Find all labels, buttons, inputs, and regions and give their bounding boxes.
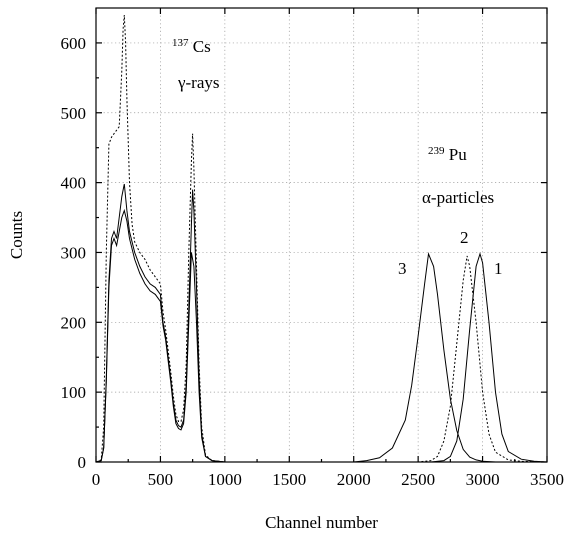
gamma-rays-label: γ-rays [177,73,220,92]
pu239-element: Pu [449,145,467,164]
x-tick-label: 1000 [208,470,242,489]
pu239-label: 239 Pu [428,139,467,164]
axis-ticks [95,8,548,463]
cs137-element: Cs [193,37,211,56]
series-line-1 [95,183,547,463]
grid-lines [96,8,547,462]
y-tick-label: 400 [61,174,87,193]
alpha-particles-label: α-particles [422,188,494,207]
y-tick-label: 500 [61,104,87,123]
cs137-label: 137 Cs [172,31,211,56]
y-tick-label: 300 [61,243,87,262]
y-axis-title: Counts [7,211,26,259]
pu239-mass-number: 239 [428,145,445,157]
plot-frame [95,7,548,463]
y-tick-label: 200 [61,313,87,332]
x-tick-label: 500 [148,470,174,489]
x-tick-label: 1500 [272,470,306,489]
x-tick-label: 3500 [530,470,564,489]
series-lines [95,14,548,463]
peak-label-1: 1 [494,259,503,278]
cs137-mass-number: 137 [172,37,189,49]
peak-label-2: 2 [460,228,469,247]
x-tick-label: 2000 [337,470,371,489]
x-axis-title: Channel number [265,513,378,532]
y-tick-label: 600 [61,34,87,53]
y-tick-label: 100 [61,383,87,402]
x-tick-label: 0 [92,470,101,489]
x-tick-label: 3000 [466,470,500,489]
peak-label-3: 3 [398,259,407,278]
y-tick-label: 0 [78,453,87,472]
series-line-3 [95,14,548,463]
x-tick-label: 2500 [401,470,435,489]
series-line-2 [95,208,548,463]
